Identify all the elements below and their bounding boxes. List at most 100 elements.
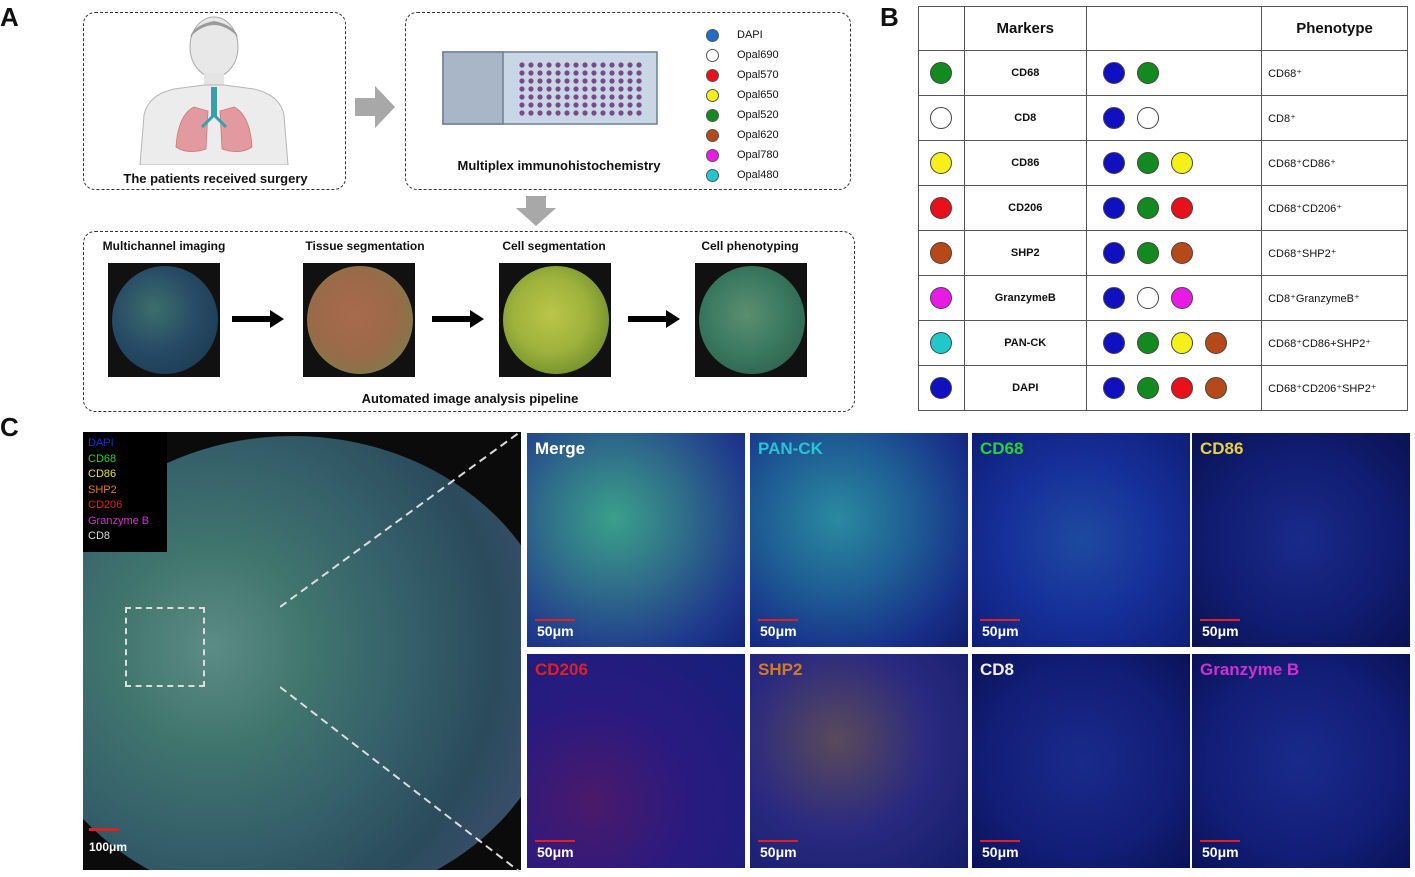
tile-channel-label: CD206 [535,660,588,679]
tissue-spot [618,70,624,76]
tile-scalebar [980,840,1020,842]
tissue-spot [609,78,615,84]
tissue-spot [573,86,579,92]
tissue-spot [609,62,615,68]
step-label-imaging: Multichannel imaging [102,239,226,253]
legend-label: Opal570 [737,69,779,81]
tile-scalebar-label: 50μm [537,844,574,860]
overview-legend-item: Granzyme B [88,514,150,527]
tissue-spot [609,102,615,108]
tissue-spot [636,102,642,108]
tile-channel-label: Granzyme B [1200,660,1300,679]
marker-name: CD86 [963,140,1087,186]
marker-name: DAPI [963,365,1087,411]
step-label-cell-seg: Cell segmentation [502,239,606,253]
phenotype-label: CD68⁺CD206⁺ [1261,185,1408,231]
tissue-spot [609,86,615,92]
tissue-spot [546,102,552,108]
tissue-spot [555,110,561,116]
tissue-spot [537,86,543,92]
opal-legend-item: DAPI [706,25,763,45]
tissue-spot [582,94,588,100]
marker-color-dot [930,62,953,84]
thumb-multichannel [108,263,220,377]
overview-legend-item: CD8 [88,530,111,542]
marker-combination [1085,140,1263,186]
tissue-spot [546,70,552,76]
tissue-spot [636,70,642,76]
marker-name: CD68 [963,50,1087,96]
tissue-spot [537,102,543,108]
tissue-spot [573,78,579,84]
marker-color-dot [930,287,953,309]
tissue-spot [546,94,552,100]
tissue-spot [636,62,642,68]
tissue-spot [528,110,534,116]
marker-color-dot [930,242,953,264]
tissue-spot [555,102,561,108]
micrograph-tile: CD68 50μm [972,433,1190,647]
marker-color-dot [930,197,953,219]
legend-label: Opal650 [737,89,779,101]
tissue-spot [564,102,570,108]
marker-row: CD68 CD68⁺ [918,50,1408,96]
arrow-down-icon [516,196,556,226]
tile-channel-label: SHP2 [758,660,803,679]
tissue-spot [537,110,543,116]
marker-row: CD8 CD8⁺ [918,95,1408,141]
tissue-spot [519,62,525,68]
opal-legend-item: Opal620 [706,125,779,145]
tile-scalebar-label: 50μm [982,844,1019,860]
tissue-spot [600,62,606,68]
arrow-right-icon [355,86,395,128]
marker-name: PAN-CK [963,320,1087,366]
tissue-spot [546,86,552,92]
tissue-spot [600,70,606,76]
micrograph-tile: Merge 50μm [527,433,745,647]
marker-name: CD8 [963,95,1087,141]
tissue-spot [582,70,588,76]
micrograph-tile: CD8 50μm [972,654,1190,868]
overview-legend-item: SHP2 [88,483,117,496]
legend-label: Opal780 [737,149,779,161]
tile-scalebar [758,840,798,842]
tissue-spot [582,102,588,108]
marker-color-dot [930,107,953,129]
marker-row: CD206 CD68⁺CD206⁺ [918,185,1408,231]
tissue-spot [573,70,579,76]
combo-color-dot [1102,197,1125,219]
marker-row: CD86 CD68⁺CD86⁺ [918,140,1408,186]
phenotype-label: CD68⁺CD206⁺SHP2⁺ [1261,365,1408,411]
pipeline-box: Multichannel imaging Tissue segmentation… [83,231,855,412]
tissue-spot [546,62,552,68]
marker-row: SHP2 CD68⁺SHP2⁺ [918,230,1408,276]
combo-color-dot [1136,377,1159,399]
tissue-spot [618,110,624,116]
tissue-spot [537,70,543,76]
header-markers: Markers [963,6,1087,51]
arrow-right-icon [432,310,484,328]
overview-legend-item: CD86 [88,468,117,480]
step-label-tissue: Tissue segmentation [305,239,425,253]
legend-swatch [706,108,719,122]
tissue-spot [519,86,525,92]
tissue-spot [555,78,561,84]
tile-channel-label: CD68 [980,439,1024,458]
tile-channel-label: CD86 [1200,439,1244,458]
combo-color-dot [1136,242,1159,264]
zoom-lines [280,432,521,872]
patient-box: The patients received surgery [83,12,346,190]
tissue-spot [627,78,633,84]
tissue-spot [600,86,606,92]
marker-color-dot [930,332,953,354]
marker-row: GranzymeB CD8⁺GranzymeB⁺ [918,275,1408,321]
opal-legend-item: Opal780 [706,145,779,165]
tissue-spot [528,94,534,100]
patient-caption: The patients received surgery [123,171,308,186]
tissue-spot [591,70,597,76]
tissue-spot [618,102,624,108]
zoom-region-box [125,607,205,687]
tissue-spot [573,102,579,108]
marker-combination [1085,230,1263,276]
tissue-spot [555,70,561,76]
